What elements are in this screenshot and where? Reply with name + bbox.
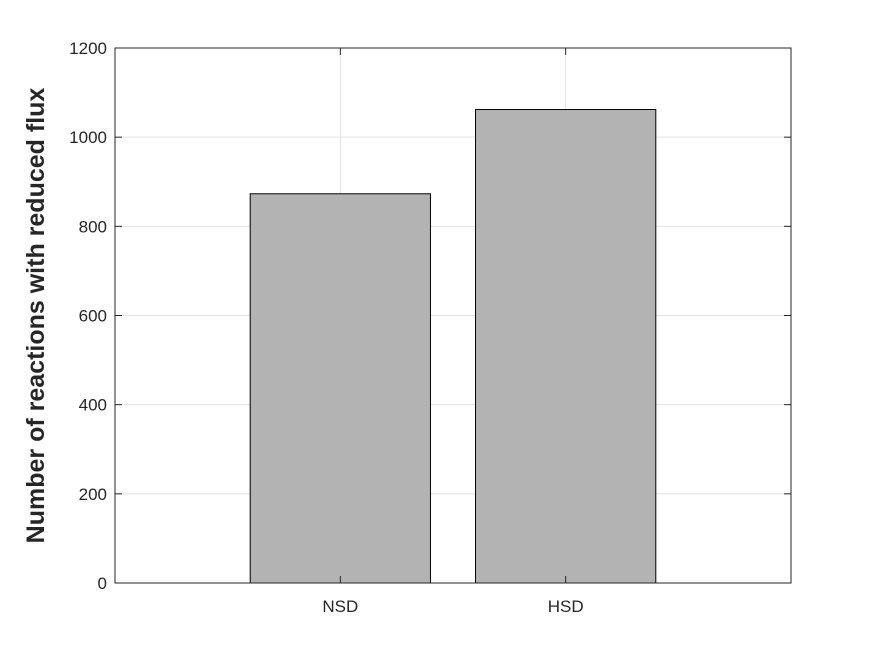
y-tick-label: 1200 <box>69 39 107 58</box>
bars <box>249 109 657 584</box>
y-tick-label: 600 <box>79 307 107 326</box>
ticks <box>115 47 791 584</box>
y-tick-label: 0 <box>98 574 107 593</box>
y-tick-label: 200 <box>79 485 107 504</box>
tick-labels: 0 200 400 600 800 1000 1200 NSD HSD <box>69 39 583 616</box>
y-axis-label: Number of reactions with reduced flux <box>22 88 50 544</box>
y-tick-label: 1000 <box>69 128 107 147</box>
x-tick-label: HSD <box>548 597 584 616</box>
x-tick-label: NSD <box>322 597 358 616</box>
y-tick-label: 400 <box>79 396 107 415</box>
bar-hsd <box>475 109 657 584</box>
bar-nsd <box>249 193 431 584</box>
grid <box>115 48 791 583</box>
y-tick-label: 800 <box>79 217 107 236</box>
